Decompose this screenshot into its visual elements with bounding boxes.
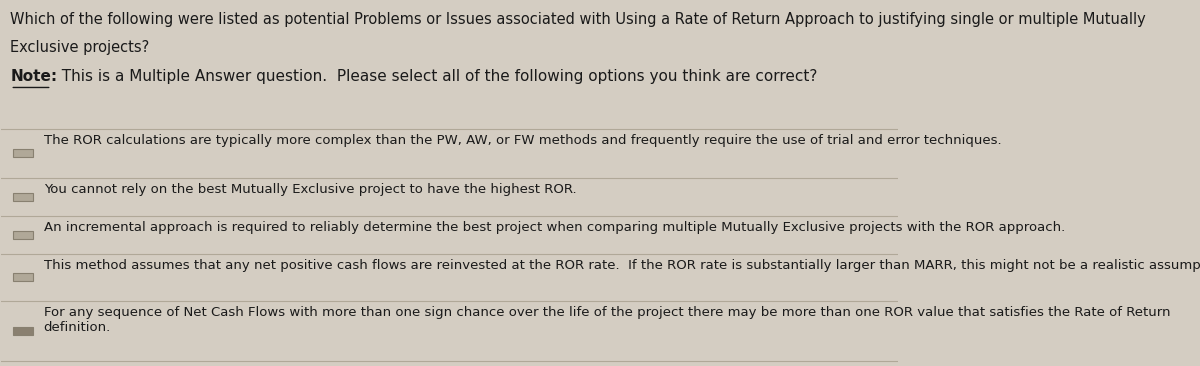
Text: Note:: Note: [11, 68, 58, 83]
Text: This is a Multiple Answer question.  Please select all of the following options : This is a Multiple Answer question. Plea… [52, 68, 817, 83]
FancyBboxPatch shape [13, 149, 32, 157]
FancyBboxPatch shape [13, 193, 32, 201]
Text: For any sequence of Net Cash Flows with more than one sign chance over the life : For any sequence of Net Cash Flows with … [43, 306, 1170, 335]
Text: The ROR calculations are typically more complex than the PW, AW, or FW methods a: The ROR calculations are typically more … [43, 134, 1001, 147]
Text: Exclusive projects?: Exclusive projects? [11, 40, 150, 55]
FancyBboxPatch shape [13, 327, 32, 335]
FancyBboxPatch shape [13, 231, 32, 239]
Text: This method assumes that any net positive cash flows are reinvested at the ROR r: This method assumes that any net positiv… [43, 259, 1200, 272]
Text: An incremental approach is required to reliably determine the best project when : An incremental approach is required to r… [43, 221, 1064, 234]
FancyBboxPatch shape [13, 273, 32, 281]
Text: Which of the following were listed as potential Problems or Issues associated wi: Which of the following were listed as po… [11, 12, 1146, 27]
Text: You cannot rely on the best Mutually Exclusive project to have the highest ROR.: You cannot rely on the best Mutually Exc… [43, 183, 576, 196]
